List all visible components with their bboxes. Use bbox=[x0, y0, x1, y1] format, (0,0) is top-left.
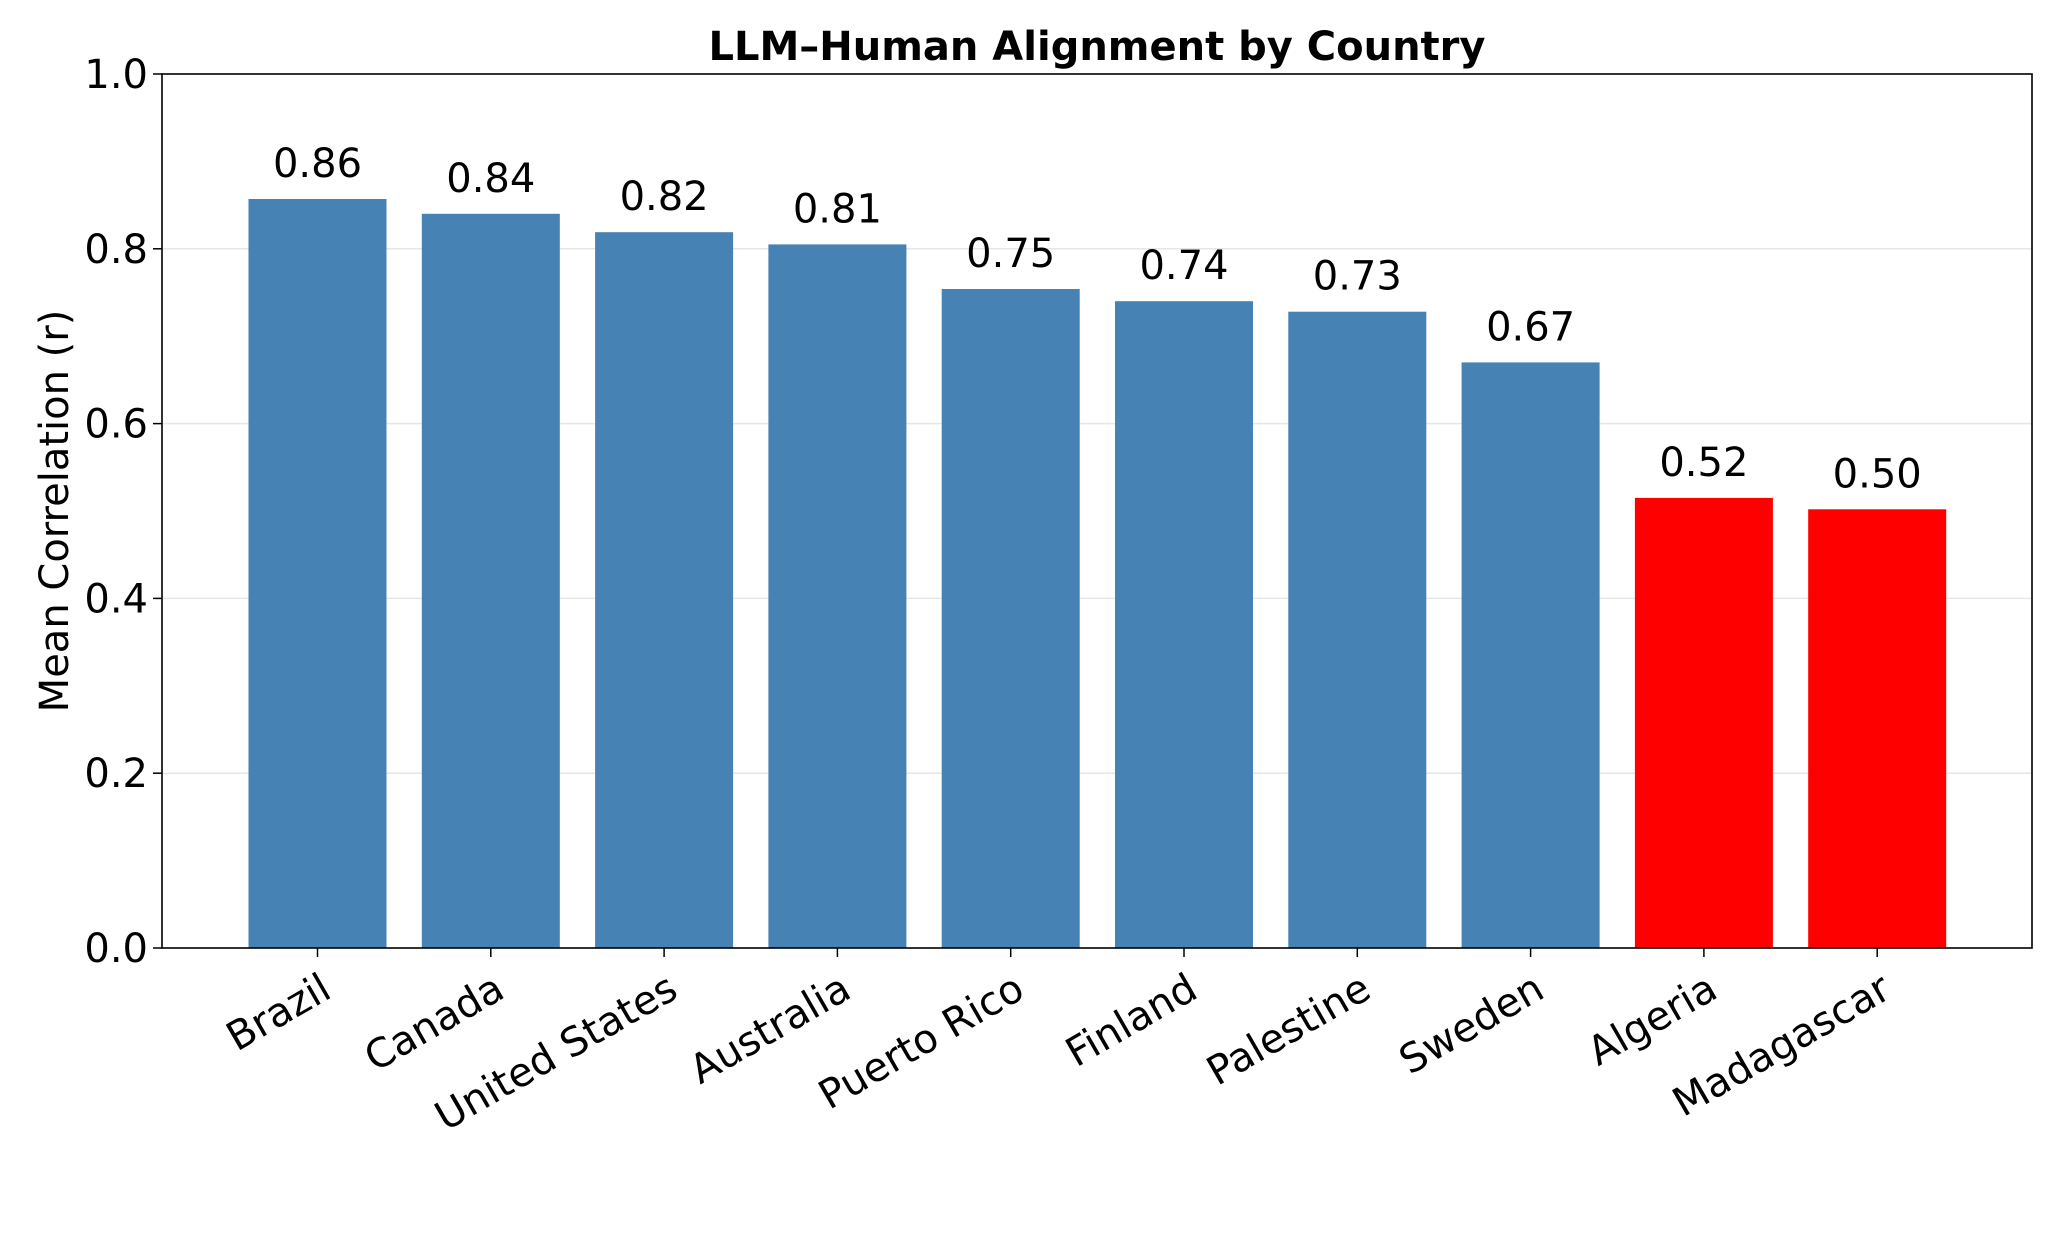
bar-value-label: 0.75 bbox=[966, 231, 1055, 277]
x-tick-label: Canada bbox=[357, 965, 512, 1081]
chart-title: LLM–Human Alignment by Country bbox=[709, 24, 1486, 70]
bar-value-label: 0.84 bbox=[446, 156, 535, 202]
x-tick-label: Finland bbox=[1058, 965, 1205, 1076]
bar bbox=[1808, 509, 1947, 948]
x-tick-label: Algeria bbox=[1580, 965, 1725, 1075]
bar bbox=[768, 244, 907, 948]
bar bbox=[1461, 362, 1600, 948]
bar-value-label: 0.86 bbox=[273, 141, 362, 187]
bar-value-label: 0.67 bbox=[1486, 304, 1575, 350]
bar-value-label: 0.50 bbox=[1833, 451, 1922, 497]
x-tick-label: Palestine bbox=[1199, 965, 1378, 1095]
y-tick-label: 0.0 bbox=[84, 926, 148, 972]
bar bbox=[595, 232, 734, 948]
y-tick-label: 1.0 bbox=[84, 52, 148, 98]
bar bbox=[248, 199, 387, 948]
bar-value-label: 0.52 bbox=[1659, 440, 1748, 486]
value-labels: 0.86 0.84 0.82 0.81 0.75 0.74 0.73 0.67 0.52 0.50 bbox=[273, 141, 1922, 497]
bars bbox=[248, 199, 1947, 949]
bar-value-label: 0.73 bbox=[1313, 254, 1402, 300]
bar-value-label: 0.81 bbox=[793, 186, 882, 232]
bar bbox=[1288, 311, 1427, 948]
y-axis-ticks: 0.0 0.2 0.4 0.6 0.8 1.0 bbox=[84, 52, 162, 972]
y-tick-label: 0.8 bbox=[84, 227, 148, 273]
y-tick-label: 0.2 bbox=[84, 751, 148, 797]
bar-value-label: 0.74 bbox=[1139, 243, 1228, 289]
bar bbox=[1634, 497, 1773, 948]
bar bbox=[421, 213, 560, 949]
bar bbox=[941, 289, 1080, 948]
y-axis-label: Mean Correlation (r) bbox=[32, 310, 78, 713]
bar bbox=[1115, 301, 1253, 948]
plot-frame bbox=[161, 73, 2033, 949]
x-tick-label: Brazil bbox=[219, 965, 339, 1061]
x-tick-label: Sweden bbox=[1392, 965, 1552, 1084]
y-tick-label: 0.6 bbox=[84, 402, 148, 448]
bar-value-label: 0.82 bbox=[620, 174, 709, 220]
y-tick-label: 0.4 bbox=[84, 576, 148, 622]
